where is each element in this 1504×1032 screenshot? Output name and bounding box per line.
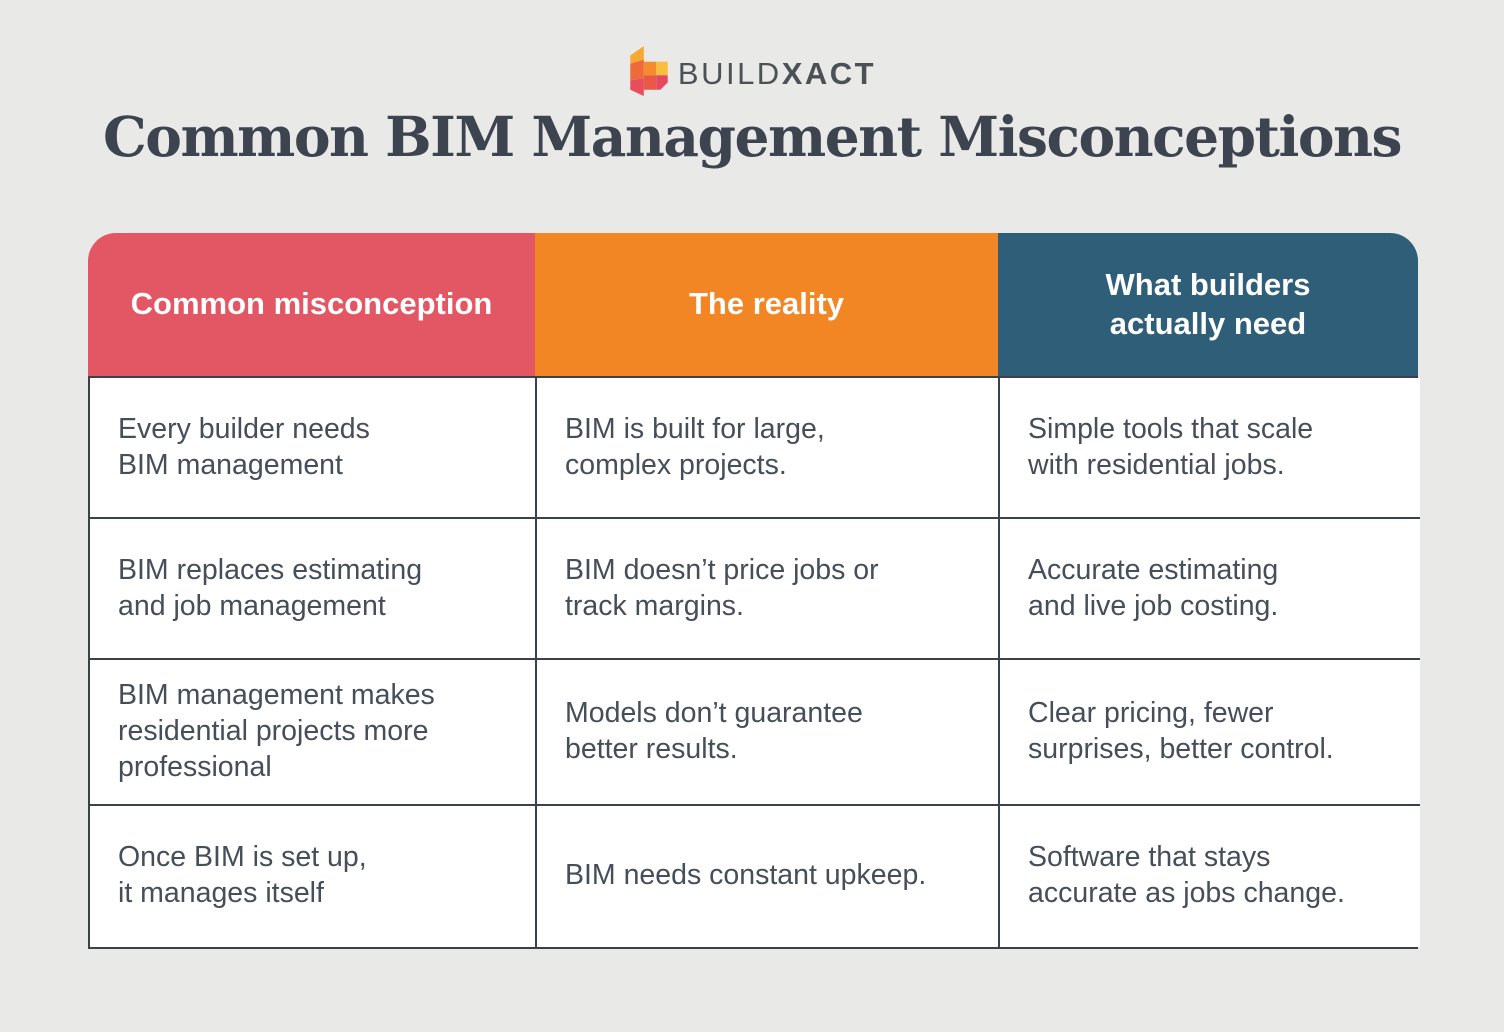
table-cell: Clear pricing, fewer surprises, better c… bbox=[1000, 660, 1420, 806]
table-cell: BIM is built for large, complex projects… bbox=[537, 378, 1000, 519]
table-cell: Models don’t guarantee better results. bbox=[537, 660, 1000, 806]
table-cell: BIM replaces estimating and job manageme… bbox=[90, 519, 537, 660]
table-body: Every builder needs BIM management BIM i… bbox=[88, 376, 1420, 949]
page-title: Common BIM Management Misconceptions bbox=[102, 104, 1403, 169]
table-cell: BIM needs constant upkeep. bbox=[537, 805, 1000, 947]
buildxact-b-icon bbox=[630, 46, 668, 96]
table-cell: BIM management makes residential project… bbox=[90, 660, 537, 806]
table-cell: Accurate estimating and live job costing… bbox=[1000, 519, 1420, 660]
brand-name: BUILD XACT bbox=[678, 48, 876, 92]
column-header-reality: The reality bbox=[535, 233, 998, 376]
table-cell: Software that stays accurate as jobs cha… bbox=[1000, 805, 1420, 947]
table-cell: Once BIM is set up, it manages itself bbox=[90, 805, 537, 947]
table-cell: Simple tools that scale with residential… bbox=[1000, 378, 1420, 519]
column-header-builders-need: What builders actually need bbox=[998, 233, 1418, 376]
buildxact-logo: BUILD XACT bbox=[0, 0, 1504, 96]
table-header-row: Common misconception The reality What bu… bbox=[88, 233, 1418, 376]
misconceptions-table: Common misconception The reality What bu… bbox=[88, 233, 1420, 949]
column-header-misconception: Common misconception bbox=[88, 233, 535, 376]
table-cell: Every builder needs BIM management bbox=[90, 378, 537, 519]
table-cell: BIM doesn’t price jobs or track margins. bbox=[537, 519, 1000, 660]
brand-name-light: BUILD bbox=[677, 56, 782, 91]
brand-name-bold: XACT bbox=[781, 56, 877, 91]
